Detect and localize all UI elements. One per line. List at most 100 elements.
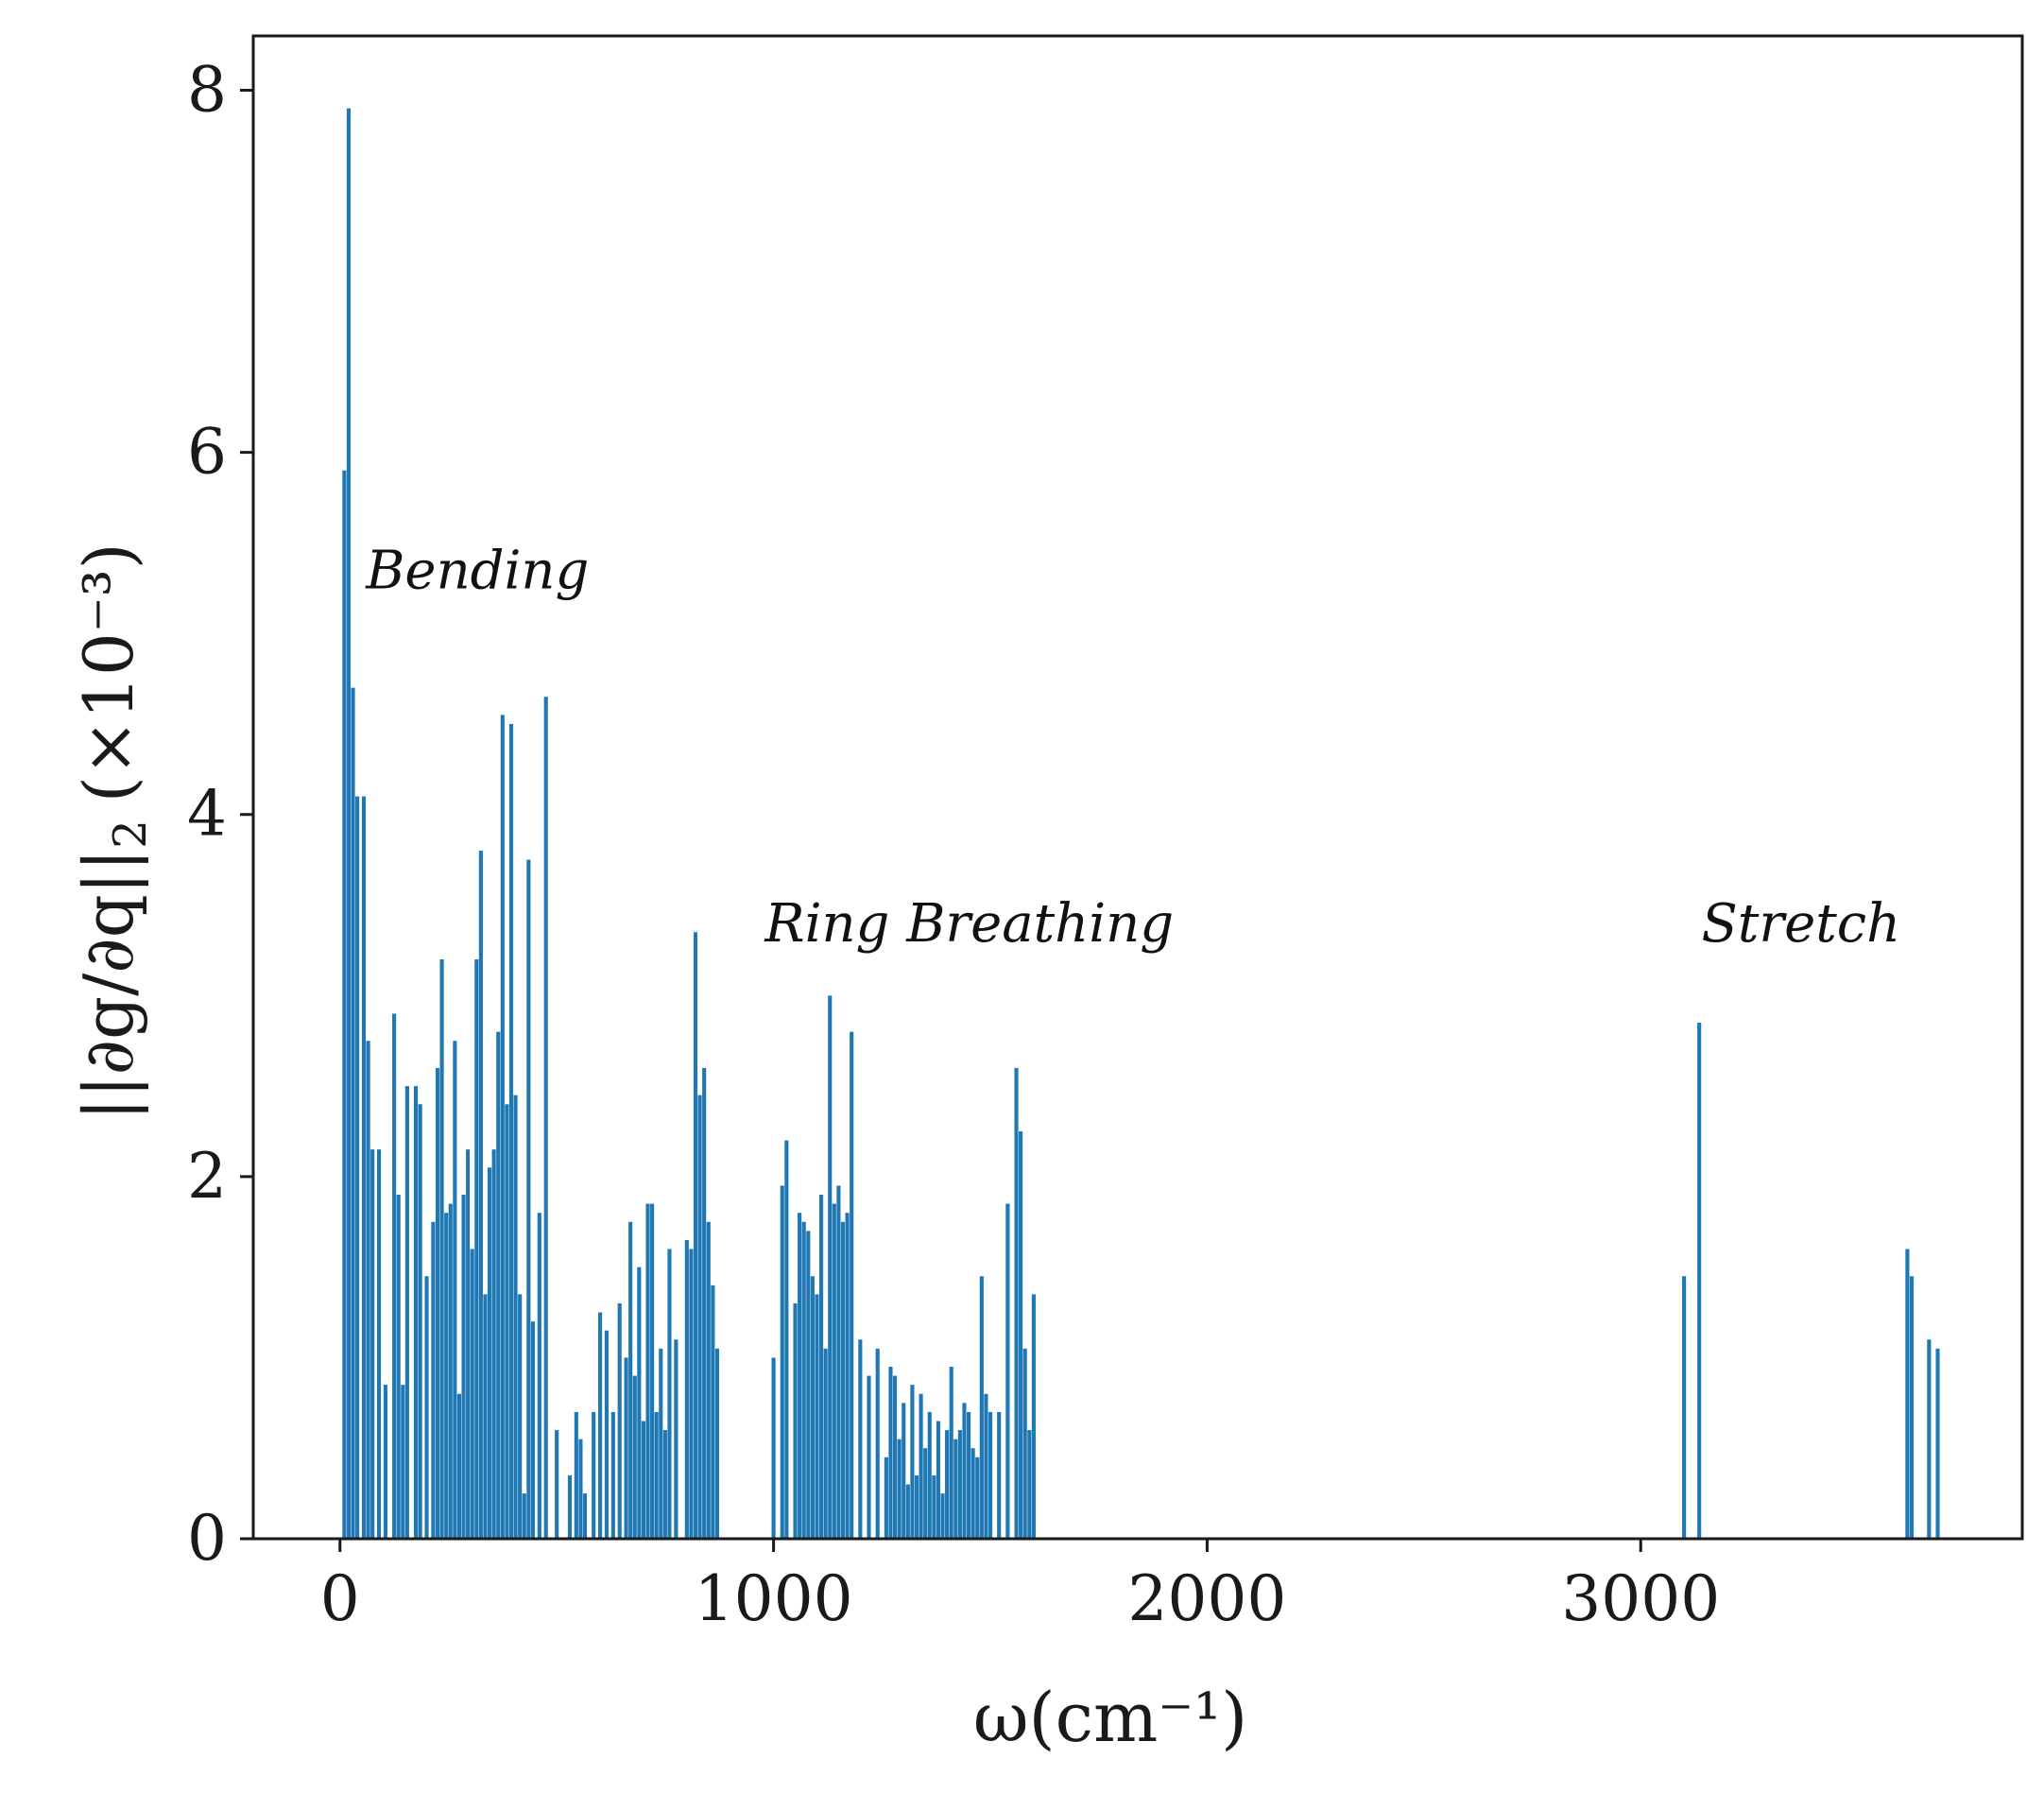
bar: [537, 1213, 541, 1539]
bar: [435, 1067, 440, 1539]
bar: [667, 1249, 672, 1539]
bar: [684, 1239, 689, 1539]
bar: [453, 1041, 457, 1539]
bar: [404, 1086, 409, 1539]
bar: [840, 1221, 846, 1539]
bar: [604, 1330, 610, 1539]
bar: [1909, 1276, 1915, 1539]
bar: [413, 1086, 419, 1539]
bar: [597, 1312, 603, 1539]
bar: [439, 958, 444, 1539]
bar: [966, 1411, 971, 1539]
bar: [574, 1411, 578, 1539]
bar: [478, 851, 483, 1539]
bar: [461, 1195, 466, 1539]
bar: [975, 1457, 980, 1539]
bar: [832, 1203, 836, 1539]
bar: [543, 697, 548, 1539]
bar: [984, 1393, 988, 1539]
bar: [470, 1249, 474, 1539]
bar: [970, 1448, 975, 1539]
y-tick-label: 6: [187, 416, 227, 489]
bar: [905, 1484, 910, 1539]
bar: [610, 1411, 615, 1539]
bar: [979, 1276, 984, 1539]
bar: [706, 1221, 711, 1539]
bar: [650, 1203, 655, 1539]
bar: [526, 859, 531, 1539]
bar: [474, 958, 479, 1539]
bar: [940, 1493, 945, 1539]
bar: [641, 1421, 646, 1539]
bar: [850, 1031, 854, 1539]
bar: [1935, 1348, 1940, 1539]
bar: [448, 1203, 453, 1539]
bar: [624, 1357, 628, 1539]
bar: [505, 1104, 509, 1539]
bar: [818, 1195, 824, 1539]
y-tick-label: 4: [187, 778, 227, 851]
y-axis-label-subscript: 2: [104, 819, 157, 849]
bar: [997, 1411, 1002, 1539]
bar: [582, 1493, 588, 1539]
bar: [897, 1439, 902, 1539]
bar: [496, 1031, 501, 1539]
y-axis-label-main: ||∂g/∂q||: [69, 849, 148, 1121]
bar: [628, 1221, 633, 1539]
bar: [592, 1411, 596, 1539]
y-tick-label: 2: [187, 1140, 227, 1213]
bar: [793, 1302, 798, 1539]
y-axis-label-scale: (×10⁻³): [69, 543, 148, 802]
bar: [361, 796, 367, 1539]
bar: [522, 1493, 526, 1539]
bar: [953, 1439, 958, 1539]
bar: [654, 1411, 659, 1539]
bar: [888, 1367, 893, 1539]
y-tick-label: 0: [187, 1502, 227, 1575]
bar: [828, 995, 833, 1539]
bar: [810, 1276, 815, 1539]
bar: [662, 1430, 667, 1539]
bar: [431, 1221, 436, 1539]
bars-group: [342, 108, 1940, 1539]
bar: [962, 1403, 967, 1539]
bar: [645, 1203, 650, 1539]
x-axis-label: ω(cm⁻¹): [973, 1678, 1247, 1757]
bar: [342, 470, 347, 1539]
bar: [836, 1185, 841, 1539]
y-tick-label: 8: [187, 53, 227, 126]
bar: [1697, 1023, 1702, 1539]
bar: [945, 1430, 950, 1539]
bar: [659, 1348, 663, 1539]
annotation-label: Ring Breathing: [764, 893, 1174, 955]
y-axis-ticks: 0 2 4 6 8: [187, 53, 253, 1575]
bar: [919, 1393, 923, 1539]
x-tick-label: 2000: [1127, 1562, 1286, 1635]
bar: [396, 1195, 401, 1539]
bar: [858, 1339, 863, 1539]
bar: [346, 108, 352, 1539]
bar: [444, 1213, 449, 1539]
bar: [902, 1403, 906, 1539]
bar: [567, 1474, 573, 1539]
bar: [383, 1385, 388, 1539]
bar: [1022, 1348, 1027, 1539]
bar: [949, 1367, 953, 1539]
bar: [875, 1348, 880, 1539]
bar: [823, 1348, 828, 1539]
bar: [702, 1067, 707, 1539]
bar: [927, 1411, 932, 1539]
bar: [1927, 1339, 1932, 1539]
bar: [456, 1393, 462, 1539]
bar: [355, 796, 360, 1539]
bar: [1905, 1249, 1910, 1539]
bar: [932, 1474, 936, 1539]
bar: [714, 1348, 720, 1539]
bar: [418, 1104, 422, 1539]
bar: [798, 1213, 802, 1539]
bar: [376, 1149, 382, 1539]
bar: [923, 1448, 928, 1539]
bar: [518, 1294, 523, 1539]
x-tick-label: 3000: [1561, 1562, 1720, 1635]
annotations-group: Bending Ring Breathing Stretch: [365, 540, 1900, 955]
